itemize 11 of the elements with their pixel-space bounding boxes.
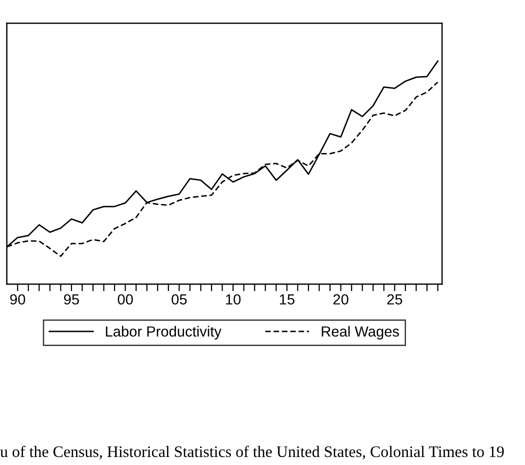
x-tick-label: 05 <box>172 294 187 305</box>
x-tick-label: 20 <box>333 294 348 305</box>
x-tick-label: 90 <box>10 294 26 305</box>
legend-label: Labor Productivity <box>106 326 222 340</box>
text: u of the Census, Historical Statistics of the United States, Colonial Times to 19 <box>0 446 504 460</box>
x-tick-label: 15 <box>280 294 294 305</box>
x-tick-label: 10 <box>226 294 241 305</box>
x-tick-label: 00 <box>118 294 133 305</box>
x-tick-label: 95 <box>64 294 79 305</box>
x-tick-label: 25 <box>387 294 402 305</box>
legend-label: Real Wages <box>322 326 400 340</box>
